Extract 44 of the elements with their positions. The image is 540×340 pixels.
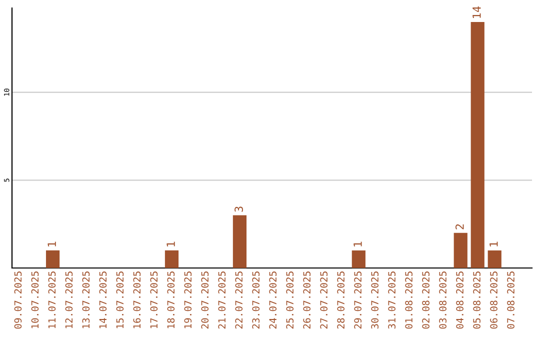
x-tick-label: 02.08.2025 [422,272,430,329]
bar [46,250,60,268]
x-tick-label: 14.07.2025 [99,272,107,328]
x-tick-label: 18.07.2025 [167,272,175,328]
data-label: 1 [166,242,175,246]
x-tick-label: 30.07.2025 [371,272,379,329]
data-label: 14 [472,6,481,18]
x-tick-label: 10.07.2025 [31,272,39,328]
x-tick-label: 07.08.2025 [507,272,514,329]
x-tick-label: 13.07.2025 [82,272,90,328]
x-tick-label: 20.07.2025 [201,272,209,329]
x-tick-label: 24.07.2025 [269,272,277,329]
x-tick-label: 09.07.2025 [14,272,22,329]
bar [164,250,179,268]
x-tick-label: 31.07.2025 [388,272,396,329]
x-tick-label: 06.08.2025 [490,272,498,329]
x-tick-label: 29.07.2025 [354,272,362,329]
x-tick-label: 15.07.2025 [116,272,124,328]
x-tick-label: 12.07.2025 [65,272,73,328]
bar [470,22,484,268]
x-tick-label: 22.07.2025 [235,272,243,329]
bar [352,250,366,268]
x-tick-label: 26.07.2025 [303,272,311,329]
data-label: 1 [490,242,498,246]
x-tick-label: 25.07.2025 [286,272,294,329]
x-tick-label: 28.07.2025 [337,272,345,329]
data-label: 1 [354,242,362,246]
x-tick-label: 04.08.2025 [456,272,464,329]
bar [454,232,468,268]
x-tick-label: 17.07.2025 [150,272,158,328]
x-tick-label: 05.08.2025 [473,272,480,329]
x-tick-label: 19.07.2025 [184,272,192,328]
x-tick-label: 16.07.2025 [133,272,141,328]
x-tick-label: 03.08.2025 [439,272,446,329]
bar [232,215,247,268]
x-tick-label: 27.07.2025 [320,272,328,329]
x-tick-label: 11.07.2025 [48,272,56,328]
data-label: 1 [48,242,56,246]
x-tick-label: 21.07.2025 [218,272,226,329]
x-tick-label: 01.08.2025 [405,272,412,329]
bar [488,250,502,268]
data-label: 3 [234,206,243,212]
x-tick-label: 23.07.2025 [252,272,260,329]
data-label: 2 [455,224,464,230]
